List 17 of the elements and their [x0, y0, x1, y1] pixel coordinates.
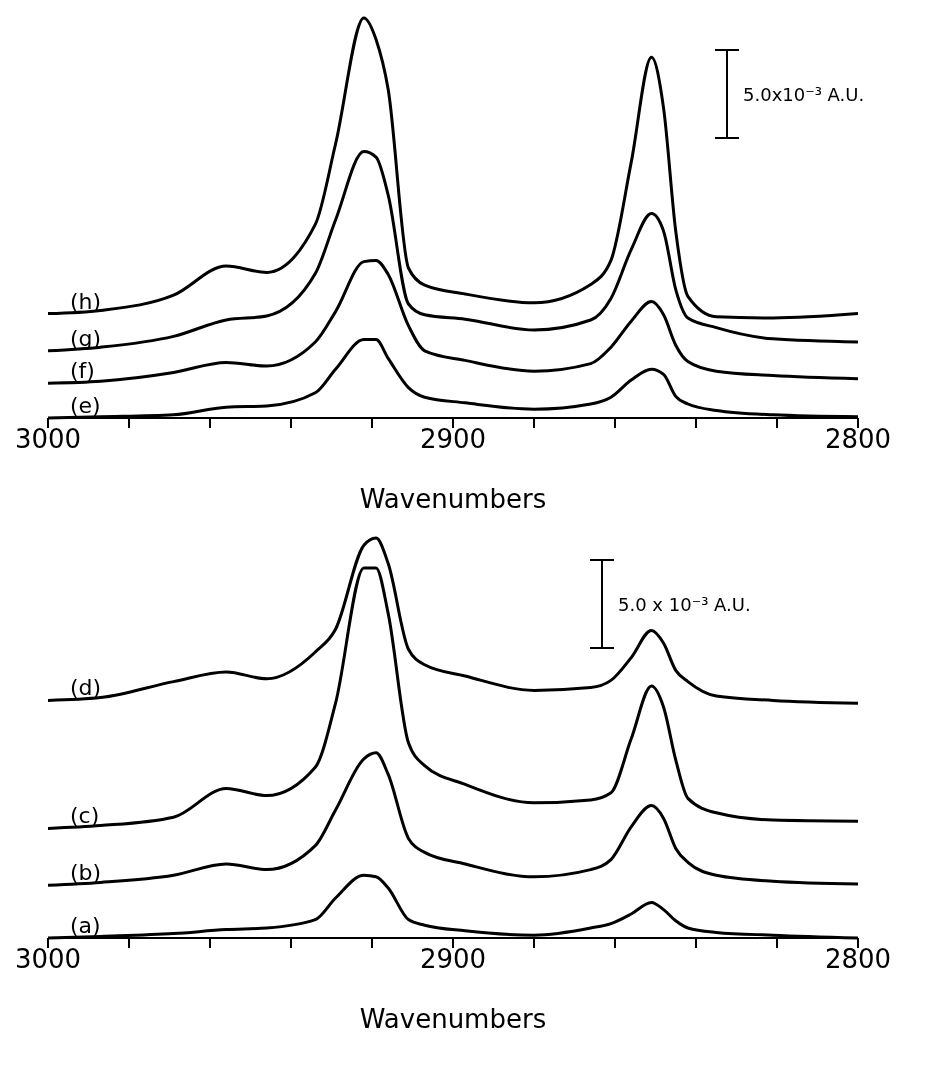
- x-tick-label: 3000: [14, 424, 82, 455]
- x-axis-title: Wavenumbers: [359, 484, 547, 514]
- x-tick-label: 2900: [419, 944, 487, 975]
- series-label: (d): [70, 675, 102, 701]
- series-label: (h): [70, 288, 102, 314]
- annotation: 5.0x10⁻³ A.U.: [743, 83, 865, 105]
- annotation: 5.0 x 10⁻³ A.U.: [618, 593, 751, 615]
- x-tick-label: 2800: [824, 944, 892, 975]
- x-tick-label: 2800: [824, 424, 892, 455]
- series-label: (a): [70, 913, 101, 938]
- series-label: (c): [70, 803, 100, 829]
- series-label: (b): [70, 860, 102, 886]
- x-axis-title: Wavenumbers: [359, 1004, 547, 1034]
- series-label: (e): [70, 393, 101, 418]
- x-tick-label: 3000: [14, 944, 82, 975]
- series-label: (f): [70, 358, 95, 384]
- x-tick-label: 2900: [419, 424, 487, 455]
